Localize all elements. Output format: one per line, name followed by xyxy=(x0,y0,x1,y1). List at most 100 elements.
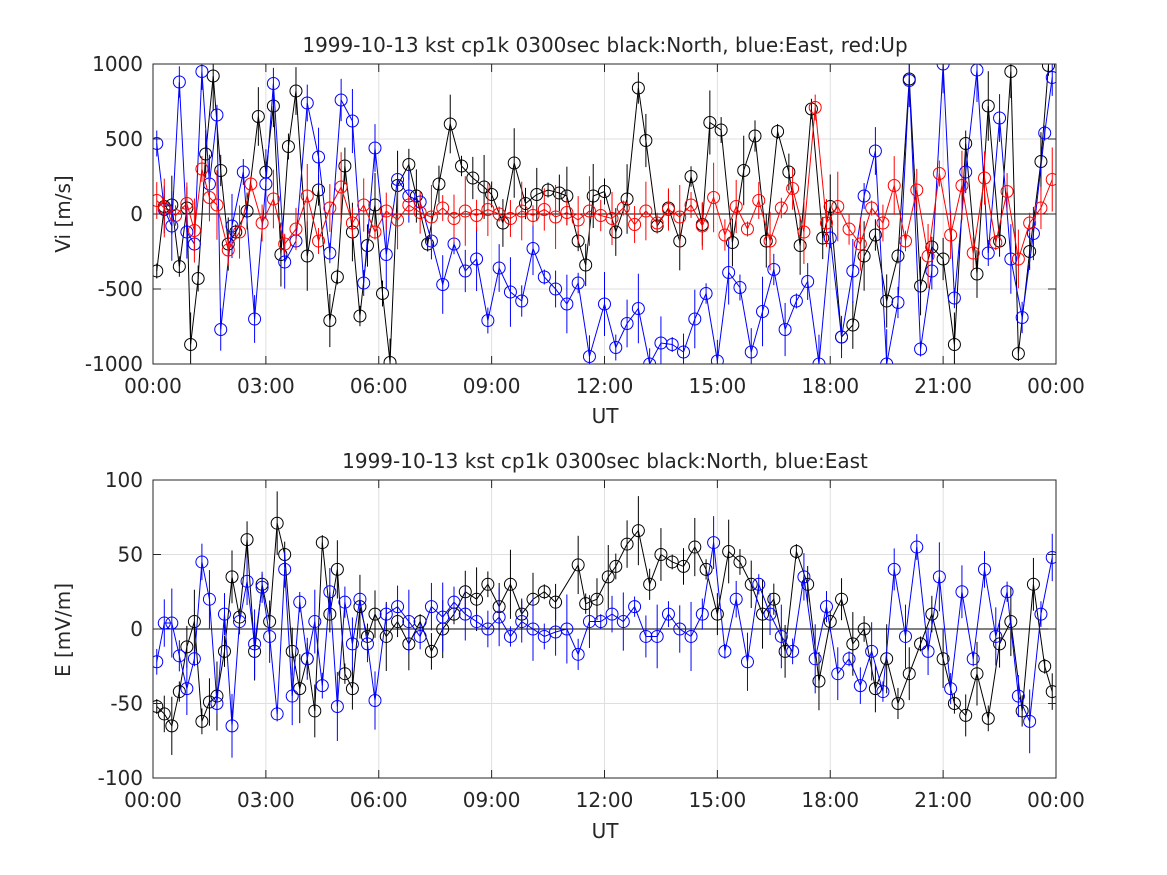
efield-data-point xyxy=(801,577,815,591)
efield-data-point xyxy=(571,647,585,661)
efield-x-tick-label: 06:00 xyxy=(350,788,408,812)
efield-data-point xyxy=(379,629,393,643)
velocity-data-point xyxy=(1041,64,1055,72)
efield-data-point xyxy=(255,580,269,594)
velocity-data-point xyxy=(402,198,416,212)
efield-data-point xyxy=(899,629,912,643)
efield-data-point xyxy=(966,652,980,666)
velocity-data-point xyxy=(677,345,691,359)
efield-data-point xyxy=(571,558,585,572)
velocity-data-point xyxy=(808,101,822,114)
efield-data-point xyxy=(172,649,186,663)
velocity-data-point xyxy=(236,165,250,179)
velocity-data-point xyxy=(654,336,668,350)
efield-data-point xyxy=(360,637,374,651)
efield-data-point xyxy=(857,622,871,636)
velocity-data-point xyxy=(733,281,747,294)
efield-data-point xyxy=(601,570,615,584)
efield-data-point xyxy=(891,697,905,710)
velocity-data-point xyxy=(376,287,390,300)
velocity-data-point xyxy=(868,228,882,242)
efield-data-point xyxy=(740,655,754,669)
velocity-data-point xyxy=(628,218,642,231)
efield-data-point xyxy=(345,637,359,651)
velocity-data-point xyxy=(503,212,517,225)
velocity-data-point xyxy=(436,278,450,291)
efield-x-tick-label: 09:00 xyxy=(463,788,521,812)
efield-data-point xyxy=(947,697,961,710)
velocity-data-point xyxy=(526,242,540,255)
velocity-data-point xyxy=(330,270,344,284)
velocity-y-tick-label: 0 xyxy=(130,202,143,226)
velocity-data-point xyxy=(157,201,171,215)
velocity-data-point xyxy=(899,234,912,248)
velocity-x-tick-label: 21:00 xyxy=(914,374,972,398)
efield-data-point xyxy=(225,570,239,584)
velocity-data-point xyxy=(214,323,228,336)
efield-data-point xyxy=(300,652,314,666)
efield-data-point xyxy=(628,600,642,614)
efield-data-point xyxy=(549,595,563,609)
velocity-data-point xyxy=(925,264,939,278)
efield-data-point xyxy=(650,629,664,643)
velocity-data-point xyxy=(289,84,303,98)
efield-data-point xyxy=(481,622,495,636)
efield-data-point xyxy=(202,592,216,606)
efield-data-point xyxy=(970,667,984,681)
efield-data-point xyxy=(187,615,201,629)
velocity-data-point xyxy=(910,183,924,197)
velocity-x-tick-label: 15:00 xyxy=(689,374,747,398)
efield-data-point xyxy=(391,600,405,614)
velocity-data-point xyxy=(643,357,657,364)
velocity-data-point xyxy=(756,305,770,318)
efield-data-point xyxy=(217,644,231,658)
velocity-data-point xyxy=(631,81,645,95)
velocity-series-line xyxy=(156,64,1053,364)
efield-data-point xyxy=(424,644,438,658)
velocity-data-point xyxy=(195,65,209,78)
efield-data-point xyxy=(902,667,916,681)
efield-data-point xyxy=(616,615,630,629)
efield-data-point xyxy=(447,595,461,609)
efield-data-point xyxy=(492,610,506,624)
efield-data-point xyxy=(808,652,822,666)
velocity-data-point xyxy=(391,213,405,227)
efield-x-axis-label: UT xyxy=(592,819,620,843)
velocity-data-point xyxy=(507,156,521,170)
efield-data-point xyxy=(959,708,973,722)
efield-data-point xyxy=(368,694,382,708)
velocity-data-point xyxy=(947,338,961,351)
velocity-data-point xyxy=(312,234,326,248)
velocity-data-point xyxy=(868,144,882,158)
efield-data-point xyxy=(503,629,517,643)
velocity-data-point xyxy=(537,203,551,216)
efield-data-point xyxy=(233,615,247,629)
velocity-data-point xyxy=(300,189,314,203)
efield-data-point xyxy=(722,545,736,559)
velocity-data-point xyxy=(357,198,371,212)
velocity-data-point xyxy=(759,234,773,248)
velocity-data-point xyxy=(1004,65,1018,78)
efield-data-point xyxy=(1045,685,1056,699)
efield-data-point xyxy=(402,615,416,629)
efield-data-point xyxy=(868,682,882,696)
velocity-data-point xyxy=(379,204,393,218)
velocity-data-point xyxy=(579,258,593,272)
efield-data-point xyxy=(767,592,781,606)
efield-data-point xyxy=(605,607,619,621)
velocity-data-point xyxy=(966,246,980,260)
efield-data-point xyxy=(293,595,307,609)
velocity-data-point xyxy=(424,210,438,224)
efield-data-point xyxy=(458,607,472,621)
efield-data-point xyxy=(677,559,691,573)
velocity-data-point xyxy=(665,338,679,351)
efield-data-point xyxy=(887,562,901,576)
velocity-x-axis-label: UT xyxy=(592,404,620,428)
efield-data-point xyxy=(718,644,732,658)
velocity-data-point xyxy=(210,198,224,212)
velocity-x-tick-label: 03:00 xyxy=(237,374,295,398)
velocity-data-point xyxy=(447,212,461,225)
efield-data-point xyxy=(831,667,845,681)
efield-data-point xyxy=(932,570,946,584)
efield-data-point xyxy=(910,540,924,554)
